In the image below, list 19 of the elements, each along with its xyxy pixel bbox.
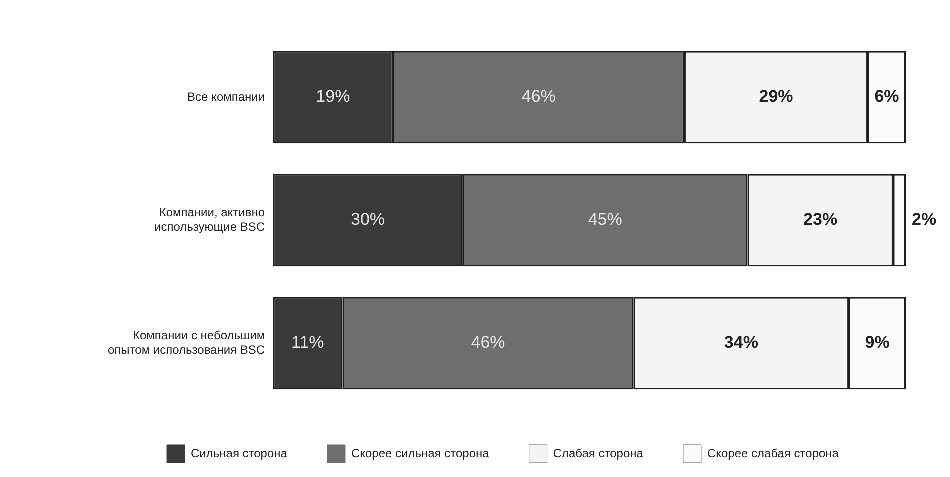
data-label: 19% xyxy=(316,87,350,106)
data-label: 46% xyxy=(471,333,506,352)
data-label: 29% xyxy=(759,87,794,106)
y-tick-label: Компании с небольшим опытом использования BSC xyxy=(108,328,266,358)
data-label: 9% xyxy=(865,333,890,352)
data-label: 30% xyxy=(350,210,386,230)
legend-label: Слабая сторона xyxy=(553,446,644,460)
data-label: 46% xyxy=(522,87,556,106)
y-tick-label: Все компании xyxy=(188,90,266,104)
y-tick-label: Компании, активно использующие BSC xyxy=(154,206,266,234)
data-label: 34% xyxy=(724,333,758,352)
data-label: 45% xyxy=(588,210,622,230)
legend-label: Сильная сторона xyxy=(191,446,288,460)
legend-label: Скорее сильная сторона xyxy=(351,446,490,460)
data-label: 11% xyxy=(292,333,324,352)
data-label: 6% xyxy=(874,87,900,106)
data-label: 2% xyxy=(912,210,937,230)
legend-label: Скорее слабая сторона xyxy=(707,446,840,460)
data-label: 23% xyxy=(804,210,838,230)
